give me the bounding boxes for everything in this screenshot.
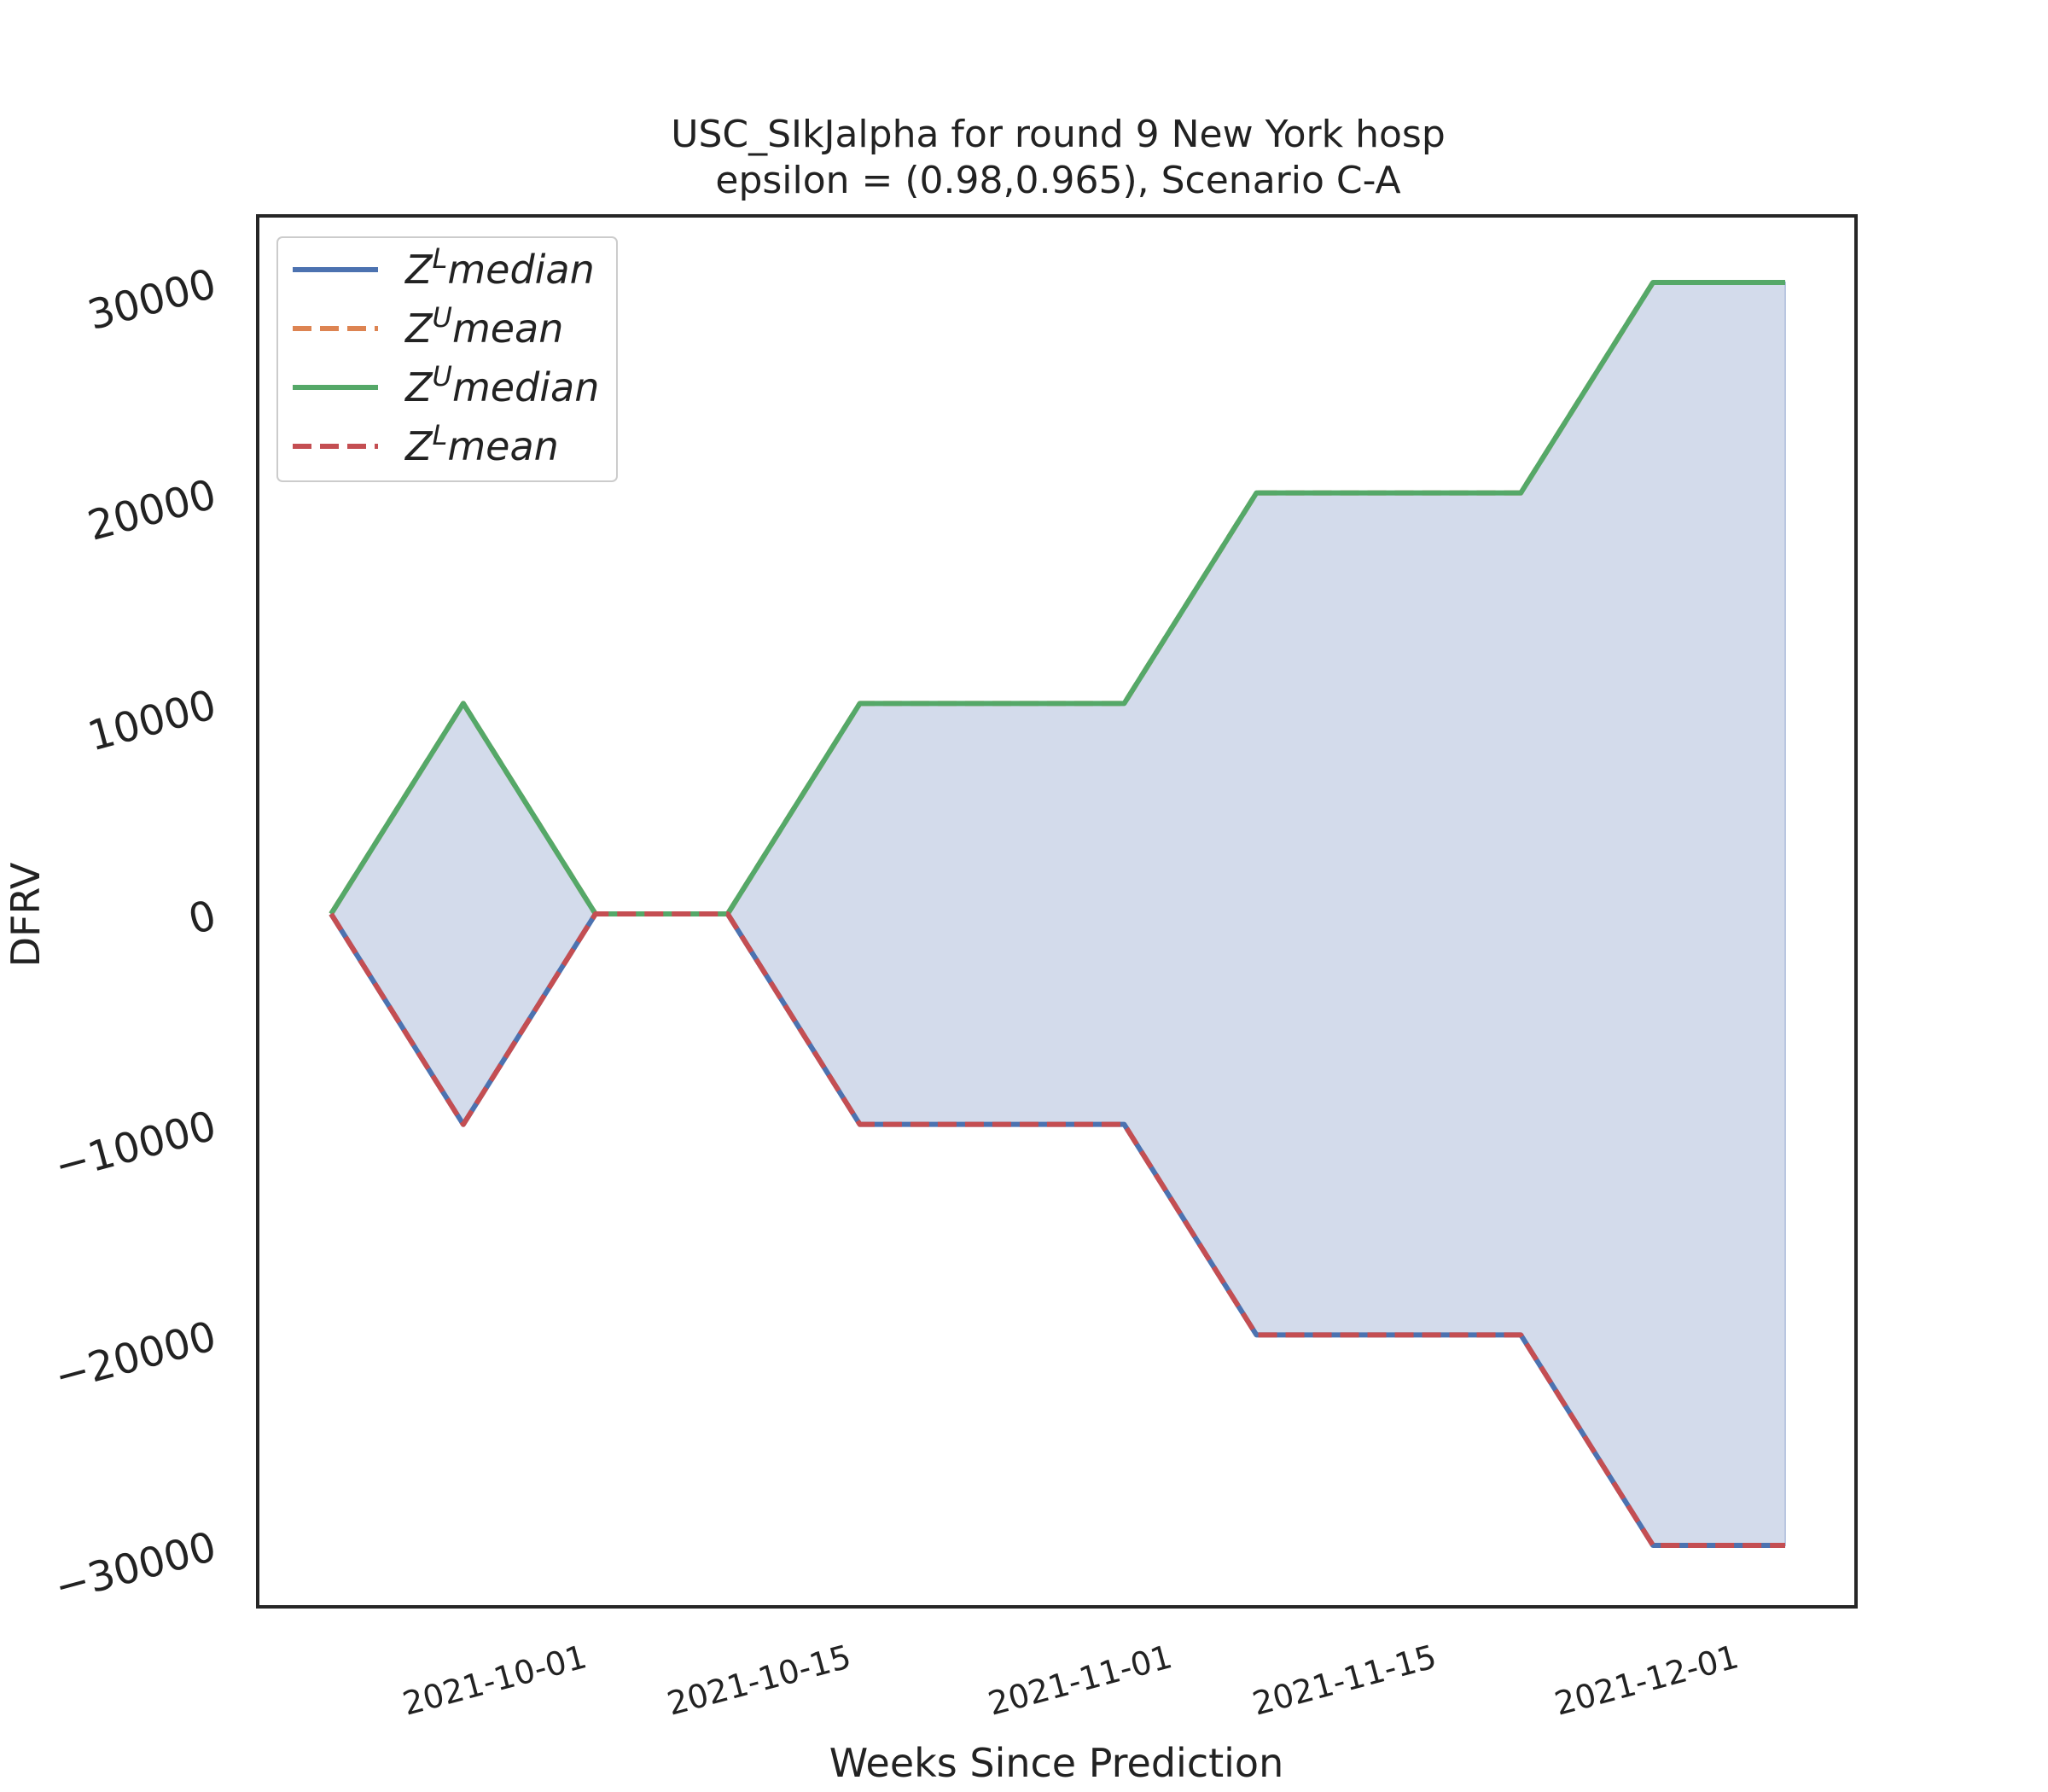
- y-tick-label: 30000: [83, 259, 221, 340]
- y-tick-label: −20000: [49, 1312, 221, 1401]
- y-tick-label: 10000: [83, 681, 221, 761]
- legend: ZLmedian ZUmean ZUmedian ZLmean: [276, 236, 618, 482]
- series-lines-layer: [329, 279, 1785, 1549]
- x-axis-ticks: 2021-10-01 2021-10-15 2021-11-01 2021-11-15…: [399, 1638, 1743, 1723]
- x-tick-label: 2021-10-15: [663, 1638, 855, 1723]
- legend-entry: ZLmedian: [404, 242, 595, 293]
- x-axis-label: Weeks Since Prediction: [829, 1740, 1283, 1786]
- plot-frame: [256, 214, 1858, 1609]
- y-axis-ticks: −30000 −20000 −10000 0 10000 20000 30000: [49, 259, 221, 1611]
- y-tick-label: −10000: [49, 1102, 221, 1190]
- chart-title-line-2: epsilon = (0.98,0.965), Scenario C-A: [715, 159, 1400, 202]
- x-tick-label: 2021-10-01: [399, 1638, 591, 1723]
- y-tick-label: 0: [183, 891, 221, 944]
- x-tick-label: 2021-12-01: [1551, 1638, 1743, 1723]
- legend-entry: ZLmean: [404, 419, 559, 469]
- legend-entry: ZUmedian: [404, 360, 599, 410]
- y-axis-label: DFRV: [3, 862, 49, 967]
- series-line-u-median: [329, 279, 1785, 916]
- legend-entry: ZUmean: [404, 301, 563, 352]
- x-tick-label: 2021-11-15: [1248, 1638, 1440, 1723]
- y-tick-label: 20000: [83, 470, 221, 550]
- x-tick-label: 2021-11-01: [984, 1638, 1176, 1723]
- legend-box: [276, 236, 618, 482]
- chart-title-line-1: USC_SIkJalpha for round 9 New York hosp: [671, 113, 1446, 156]
- y-tick-label: −30000: [49, 1523, 221, 1612]
- series-line-l-mean: [329, 911, 1785, 1549]
